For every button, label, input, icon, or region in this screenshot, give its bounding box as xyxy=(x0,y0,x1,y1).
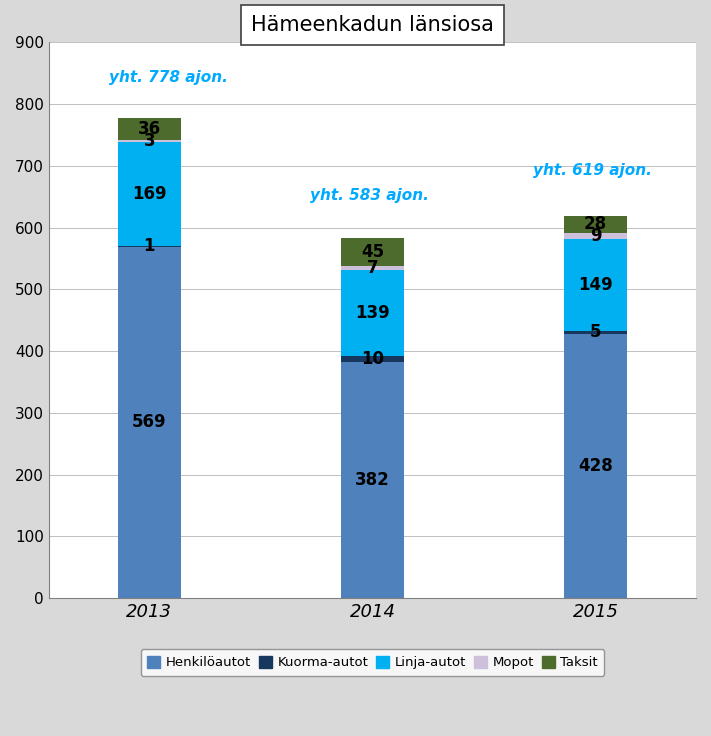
Text: 45: 45 xyxy=(361,243,384,261)
Bar xyxy=(341,266,404,270)
Bar xyxy=(565,238,627,330)
Bar xyxy=(341,362,404,598)
Bar xyxy=(565,233,627,238)
Bar xyxy=(118,141,181,246)
Bar xyxy=(118,140,181,141)
Text: 169: 169 xyxy=(132,185,166,203)
Bar xyxy=(565,216,627,233)
Text: 10: 10 xyxy=(361,350,384,368)
Title: Hämeenkadun länsiosa: Hämeenkadun länsiosa xyxy=(251,15,494,35)
Text: 3: 3 xyxy=(144,132,155,149)
Bar xyxy=(341,238,404,266)
Text: 1: 1 xyxy=(144,237,155,255)
Text: yht. 778 ajon.: yht. 778 ajon. xyxy=(109,71,228,85)
Text: yht. 619 ajon.: yht. 619 ajon. xyxy=(533,163,652,178)
Text: 382: 382 xyxy=(355,471,390,489)
Bar xyxy=(118,118,181,140)
Bar xyxy=(118,247,181,598)
Text: 28: 28 xyxy=(584,216,607,233)
Text: 7: 7 xyxy=(367,259,378,277)
Text: 149: 149 xyxy=(578,276,613,294)
Bar xyxy=(341,356,404,362)
Text: 36: 36 xyxy=(138,120,161,138)
Text: 428: 428 xyxy=(578,457,613,475)
Bar xyxy=(341,270,404,356)
Text: 139: 139 xyxy=(355,304,390,322)
Text: 5: 5 xyxy=(590,323,602,342)
Legend: Henkilöautot, Kuorma-autot, Linja-autot, Mopot, Taksit: Henkilöautot, Kuorma-autot, Linja-autot,… xyxy=(141,649,604,676)
Text: yht. 583 ajon.: yht. 583 ajon. xyxy=(310,188,429,203)
Bar xyxy=(565,334,627,598)
Text: 569: 569 xyxy=(132,414,166,431)
Bar xyxy=(565,330,627,334)
Text: 9: 9 xyxy=(589,227,602,245)
